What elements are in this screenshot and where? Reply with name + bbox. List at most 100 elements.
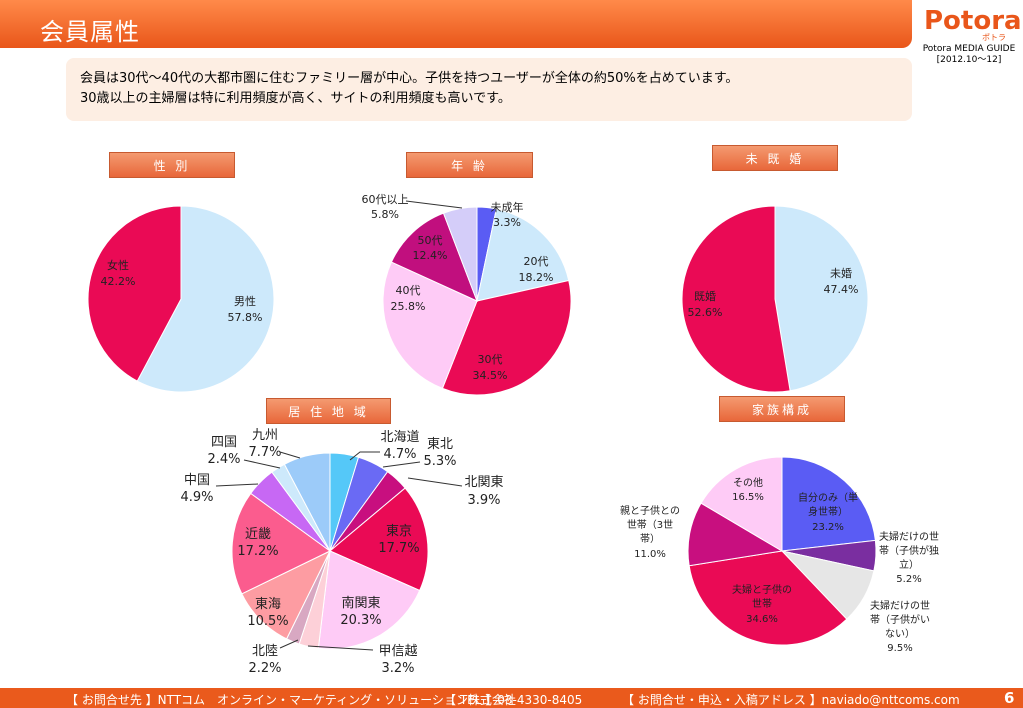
label-age-40s: 40代 <box>396 284 421 297</box>
label-tokyo: 東京 <box>386 523 412 539</box>
label-couple-independent-l3: 立） <box>899 558 919 571</box>
label-other: その他 <box>733 476 763 489</box>
footer-mail: 【 お問合せ・申込・入稿アドレス 】naviado@nttcoms.com <box>622 693 960 707</box>
value-tokai: 10.5% <box>247 614 288 629</box>
value-age-minor: 3.3% <box>493 216 521 229</box>
media-guide-caption: Potora MEDIA GUIDE [2012.10～12] <box>915 44 1023 66</box>
label-three-gen-l2: 世帯（3世 <box>627 518 673 531</box>
value-single-household: 23.2% <box>812 522 844 533</box>
leader-kitakanto <box>407 477 463 487</box>
label-age-60plus: 60代以上 <box>362 193 409 206</box>
label-age-30s: 30代 <box>478 353 503 366</box>
region-slice-4 <box>317 550 421 650</box>
leader-age-60plus <box>405 200 463 209</box>
value-single: 47.4% <box>824 283 859 296</box>
leader-chugoku <box>215 483 259 487</box>
value-age-50s: 12.4% <box>413 249 448 262</box>
label-three-gen-l1: 親と子供との <box>620 504 680 517</box>
label-couple-nochild-l2: 帯（子供がい <box>870 613 930 626</box>
label-tohoku: 東北 <box>427 436 453 452</box>
label-age-minor: 未成年 <box>491 200 524 214</box>
leader-hokuriku <box>279 639 299 649</box>
region-chart-title: 居 住 地 域 <box>266 398 391 424</box>
label-minamikanto: 南関東 <box>341 595 380 611</box>
value-koshinetsu: 3.2% <box>381 661 414 676</box>
value-age-40s: 25.8% <box>391 300 426 313</box>
label-kyushu: 九州 <box>252 428 278 443</box>
page-title: 会員属性 <box>40 18 140 46</box>
label-single-household-l2: 身世帯） <box>808 505 848 518</box>
value-hokkaido: 4.7% <box>383 447 416 462</box>
label-hokkaido: 北海道 <box>380 430 419 445</box>
logo-wordmark: Potora <box>924 6 1020 36</box>
value-kyushu: 7.7% <box>248 445 281 460</box>
label-couple-children-l2: 世帯 <box>752 597 772 610</box>
footer-contact: 【 お問合せ先 】NTTコム オンライン・マーケティング・ソリューション株式会社 <box>66 693 516 707</box>
value-tohoku: 5.3% <box>423 454 456 469</box>
age-slice-5 <box>442 206 478 302</box>
marital-slice-0 <box>774 205 869 392</box>
region-slice-8 <box>231 492 331 595</box>
value-age-60plus: 5.8% <box>371 208 399 221</box>
label-three-gen-l3: 帯） <box>640 532 660 545</box>
value-three-gen: 11.0% <box>634 549 666 560</box>
label-married: 既婚 <box>694 289 716 303</box>
label-kinki: 近畿 <box>245 527 271 542</box>
label-koshinetsu: 甲信越 <box>378 644 417 659</box>
label-hokuriku: 北陸 <box>252 643 278 659</box>
value-male: 57.8% <box>228 311 263 324</box>
value-age-20s: 18.2% <box>519 271 554 284</box>
value-minamikanto: 20.3% <box>340 613 381 628</box>
value-other: 16.5% <box>732 492 764 503</box>
label-shikoku: 四国 <box>211 435 237 450</box>
gender-slice-0 <box>136 205 275 393</box>
label-couple-nochild-l3: ない） <box>885 628 915 640</box>
value-tokyo: 17.7% <box>378 541 419 556</box>
label-couple-nochild-l1: 夫婦だけの世 <box>870 600 930 612</box>
label-couple-independent-l2: 帯（子供が独 <box>879 544 939 557</box>
header-bar <box>0 0 912 48</box>
label-couple-independent-l1: 夫婦だけの世 <box>879 531 939 543</box>
value-kinki: 17.2% <box>237 544 278 559</box>
label-single: 未婚 <box>830 266 852 280</box>
value-chugoku: 4.9% <box>180 490 213 505</box>
family-slice-3 <box>688 550 848 646</box>
leader-shikoku <box>243 459 281 469</box>
value-female: 42.2% <box>101 275 136 288</box>
family-slice-4 <box>687 502 784 567</box>
label-tokai: 東海 <box>255 596 281 612</box>
age-slice-4 <box>390 212 478 302</box>
age-slice-2 <box>441 279 572 396</box>
leader-koshinetsu <box>307 645 374 651</box>
footer-bar: 【 お問合せ先 】NTTコム オンライン・マーケティング・ソリューション株式会社… <box>0 688 1023 708</box>
value-married: 52.6% <box>688 306 723 319</box>
value-couple-independent: 5.2% <box>896 574 921 585</box>
footer-tel: 【 TEL 】03-4330-8405 <box>444 693 583 707</box>
logo-kana: ポトラ <box>982 33 1006 42</box>
marital-slice-1 <box>681 205 791 393</box>
summary-box: 会員は30代～40代の大都市圏に住むファミリー層が中心。子供を持つユーザーが全体… <box>66 58 912 121</box>
summary-line-2: 30歳以上の主婦層は特に利用頻度が高く、サイトの利用頻度も高いです。 <box>80 91 511 106</box>
value-kitakanto: 3.9% <box>467 493 500 508</box>
age-slice-3 <box>382 261 478 390</box>
label-age-20s: 20代 <box>524 255 549 268</box>
value-couple-nochild: 9.5% <box>887 643 912 654</box>
family-slice-0 <box>781 456 876 552</box>
label-age-50s: 50代 <box>418 234 443 247</box>
leader-kyushu <box>279 451 301 459</box>
leader-hokkaido <box>349 451 380 461</box>
gender-slice-1 <box>87 205 182 382</box>
region-slice-11 <box>283 452 331 552</box>
age-chart-title: 年 齢 <box>406 152 533 178</box>
value-age-30s: 34.5% <box>473 369 508 382</box>
label-single-household-l1: 自分のみ（単 <box>798 491 858 504</box>
label-chugoku: 中国 <box>184 473 210 488</box>
label-kitakanto: 北関東 <box>464 474 503 490</box>
family-chart-title: 家族構成 <box>719 396 845 422</box>
label-male: 男性 <box>234 294 256 308</box>
label-couple-children-l1: 夫婦と子供の <box>732 583 792 596</box>
media-guide-name: Potora MEDIA GUIDE <box>922 44 1016 54</box>
label-female: 女性 <box>107 258 129 272</box>
value-shikoku: 2.4% <box>207 452 240 467</box>
